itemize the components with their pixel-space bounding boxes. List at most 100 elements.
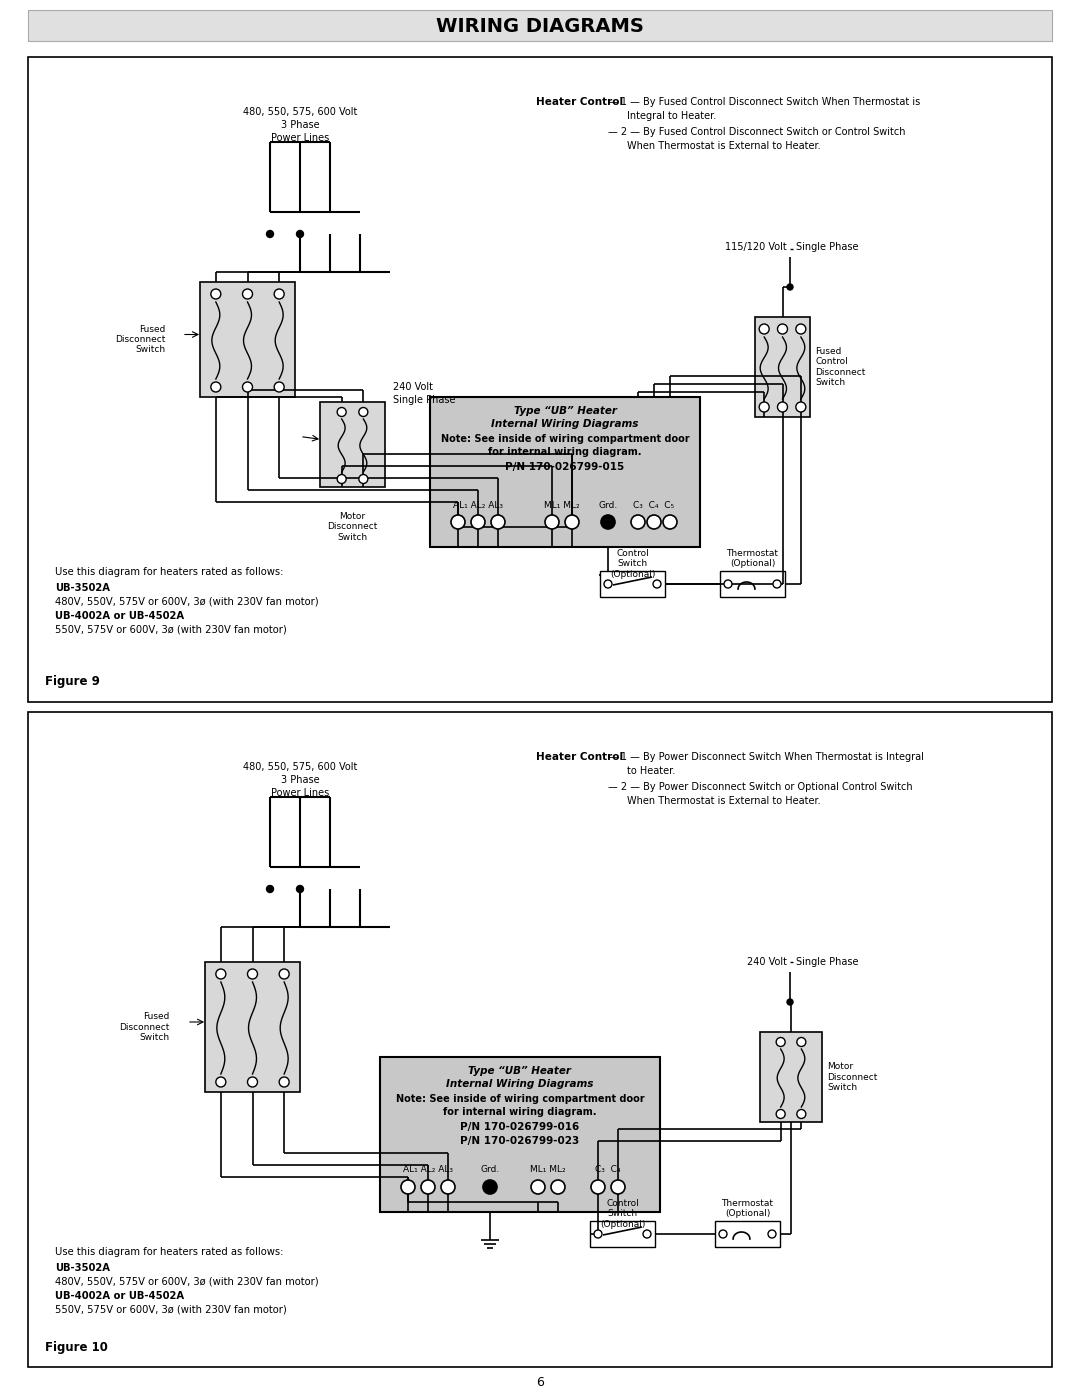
Circle shape (796, 324, 806, 334)
Circle shape (297, 886, 303, 893)
Text: ML₁ ML₂: ML₁ ML₂ (530, 1165, 566, 1175)
Circle shape (211, 381, 220, 393)
Bar (715, 1221, 780, 1248)
Text: 480, 550, 575, 600 Volt: 480, 550, 575, 600 Volt (243, 761, 357, 773)
Bar (200, 282, 295, 397)
Circle shape (279, 970, 289, 979)
Circle shape (274, 289, 284, 299)
Circle shape (491, 515, 505, 529)
Bar (600, 571, 665, 597)
Circle shape (778, 402, 787, 412)
Circle shape (337, 408, 347, 416)
Circle shape (451, 515, 465, 529)
Circle shape (421, 1180, 435, 1194)
Bar (590, 1221, 654, 1248)
Text: P/N 170-026799-015: P/N 170-026799-015 (505, 462, 624, 472)
Circle shape (768, 1229, 777, 1238)
Circle shape (359, 408, 368, 416)
Text: Power Lines: Power Lines (271, 788, 329, 798)
Text: Use this diagram for heaters rated as follows:: Use this diagram for heaters rated as fo… (55, 1248, 283, 1257)
Text: Internal Wiring Diagrams: Internal Wiring Diagrams (446, 1078, 594, 1090)
Text: 240 Volt: 240 Volt (747, 957, 787, 967)
Circle shape (243, 381, 253, 393)
Text: Control
Switch
(Optional): Control Switch (Optional) (610, 549, 656, 578)
Circle shape (267, 886, 273, 893)
Text: Thermostat
(Optional): Thermostat (Optional) (721, 1199, 773, 1218)
Text: 550V, 575V or 600V, 3ø (with 230V fan motor): 550V, 575V or 600V, 3ø (with 230V fan mo… (55, 624, 287, 636)
Circle shape (551, 1180, 565, 1194)
Circle shape (279, 1077, 289, 1087)
Circle shape (359, 475, 368, 483)
Bar (205, 963, 300, 1092)
Circle shape (441, 1180, 455, 1194)
Text: Internal Wiring Diagrams: Internal Wiring Diagrams (491, 419, 638, 429)
Text: Fused
Control
Disconnect
Switch: Fused Control Disconnect Switch (815, 346, 865, 387)
Text: 480V, 550V, 575V or 600V, 3ø (with 230V fan motor): 480V, 550V, 575V or 600V, 3ø (with 230V … (55, 597, 319, 608)
Text: 240 Volt: 240 Volt (393, 381, 433, 393)
Text: — 1 — By Fused Control Disconnect Switch When Thermostat is: — 1 — By Fused Control Disconnect Switch… (608, 96, 920, 108)
Text: to Heater.: to Heater. (627, 766, 675, 775)
Circle shape (247, 970, 257, 979)
Text: Type “UB” Heater: Type “UB” Heater (513, 407, 617, 416)
Circle shape (471, 515, 485, 529)
Bar (755, 317, 810, 416)
Text: AL₁ AL₂ AL₃: AL₁ AL₂ AL₃ (453, 500, 503, 510)
Text: UB-4002A or UB-4502A: UB-4002A or UB-4502A (55, 610, 184, 622)
Circle shape (483, 1180, 497, 1194)
Text: Integral to Heater.: Integral to Heater. (627, 110, 716, 122)
Circle shape (531, 1180, 545, 1194)
Circle shape (401, 1180, 415, 1194)
Circle shape (653, 580, 661, 588)
Circle shape (773, 580, 781, 588)
Circle shape (297, 231, 303, 237)
Text: Heater Control: Heater Control (536, 752, 623, 761)
Circle shape (778, 324, 787, 334)
Text: 6: 6 (536, 1376, 544, 1389)
Text: Power Lines: Power Lines (271, 133, 329, 142)
Text: Motor
Disconnect
Switch: Motor Disconnect Switch (327, 511, 378, 542)
Text: AL₁ AL₂ AL₃: AL₁ AL₂ AL₃ (403, 1165, 453, 1175)
Circle shape (647, 515, 661, 529)
Circle shape (216, 1077, 226, 1087)
Bar (28, 10, 1052, 41)
Circle shape (611, 1180, 625, 1194)
Text: Grd.: Grd. (598, 500, 618, 510)
Circle shape (777, 1038, 785, 1046)
Circle shape (274, 381, 284, 393)
Circle shape (787, 999, 793, 1004)
Circle shape (600, 515, 615, 529)
Text: — 1 — By Power Disconnect Switch When Thermostat is Integral: — 1 — By Power Disconnect Switch When Th… (608, 752, 923, 761)
Text: Single Phase: Single Phase (796, 957, 859, 967)
Text: Type “UB” Heater: Type “UB” Heater (469, 1066, 571, 1076)
Text: UB-4002A or UB-4502A: UB-4002A or UB-4502A (55, 1291, 184, 1301)
Text: Figure 9: Figure 9 (45, 676, 99, 689)
Text: Single Phase: Single Phase (796, 242, 859, 251)
Circle shape (797, 1109, 806, 1119)
Text: ML₁ ML₂: ML₁ ML₂ (544, 500, 580, 510)
Text: 550V, 575V or 600V, 3ø (with 230V fan motor): 550V, 575V or 600V, 3ø (with 230V fan mo… (55, 1305, 287, 1315)
Bar (320, 402, 384, 488)
Text: Fused
Disconnect
Switch: Fused Disconnect Switch (114, 324, 165, 355)
Circle shape (643, 1229, 651, 1238)
Text: Use this diagram for heaters rated as follows:: Use this diagram for heaters rated as fo… (55, 567, 283, 577)
Circle shape (663, 515, 677, 529)
Text: Note: See inside of wiring compartment door: Note: See inside of wiring compartment d… (441, 434, 689, 444)
Circle shape (591, 1180, 605, 1194)
Text: 3 Phase: 3 Phase (281, 775, 320, 785)
Circle shape (604, 580, 612, 588)
Bar (380, 1058, 660, 1213)
Text: Motor
Disconnect
Switch: Motor Disconnect Switch (827, 1062, 877, 1092)
Circle shape (247, 1077, 257, 1087)
Text: When Thermostat is External to Heater.: When Thermostat is External to Heater. (627, 796, 821, 806)
Text: C₃  C₄  C₅: C₃ C₄ C₅ (634, 500, 675, 510)
Circle shape (216, 970, 226, 979)
Text: 480V, 550V, 575V or 600V, 3ø (with 230V fan motor): 480V, 550V, 575V or 600V, 3ø (with 230V … (55, 1277, 319, 1287)
Text: Single Phase: Single Phase (393, 395, 456, 405)
Text: Thermostat
(Optional): Thermostat (Optional) (727, 549, 779, 569)
Text: for internal wiring diagram.: for internal wiring diagram. (488, 447, 642, 457)
Text: WIRING DIAGRAMS: WIRING DIAGRAMS (436, 17, 644, 35)
Text: Figure 10: Figure 10 (45, 1341, 108, 1354)
Circle shape (759, 402, 769, 412)
Text: — 2 — By Power Disconnect Switch or Optional Control Switch: — 2 — By Power Disconnect Switch or Opti… (608, 782, 913, 792)
Text: Control
Switch
(Optional): Control Switch (Optional) (599, 1199, 645, 1229)
